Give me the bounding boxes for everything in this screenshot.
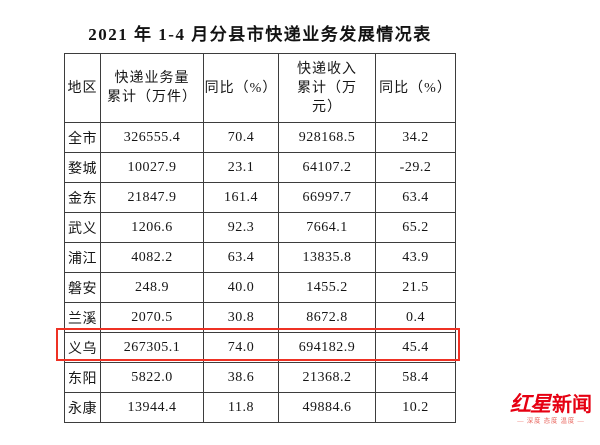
revenue-yoy-cell: 0.4 <box>375 302 456 333</box>
volume-yoy-cell: 23.1 <box>203 152 279 183</box>
col-header-volume: 快递业务量 累计（万件） <box>100 53 204 123</box>
revenue-yoy-cell: -29.2 <box>375 152 456 183</box>
region-cell: 东阳 <box>64 362 101 393</box>
col-header-revenue-yoy: 同比（%） <box>375 53 456 123</box>
revenue-cell: 66997.7 <box>278 182 376 213</box>
revenue-yoy-cell: 45.4 <box>375 332 456 363</box>
region-cell: 武义 <box>64 212 101 243</box>
revenue-yoy-cell: 65.2 <box>375 212 456 243</box>
statistics-table: 地区 快递业务量 累计（万件） 同比（%） 快递收入 累计（万 元） 同比（%）… <box>64 53 456 423</box>
volume-yoy-cell: 92.3 <box>203 212 279 243</box>
volume-cell: 21847.9 <box>100 182 204 213</box>
col-header-revenue: 快递收入 累计（万 元） <box>278 53 376 123</box>
table-row-jindong: 金东 21847.9 161.4 66997.7 63.4 <box>64 182 456 213</box>
volume-yoy-cell: 11.8 <box>203 392 279 423</box>
volume-yoy-cell: 30.8 <box>203 302 279 333</box>
revenue-yoy-cell: 21.5 <box>375 272 456 303</box>
revenue-cell: 694182.9 <box>278 332 376 363</box>
volume-yoy-cell: 38.6 <box>203 362 279 393</box>
logo-tagline: — 深度 态度 温度 — <box>517 417 585 425</box>
volume-cell: 326555.4 <box>100 122 204 153</box>
volume-cell: 4082.2 <box>100 242 204 273</box>
region-cell: 磐安 <box>64 272 101 303</box>
revenue-yoy-cell: 43.9 <box>375 242 456 273</box>
revenue-cell: 21368.2 <box>278 362 376 393</box>
table-row-wuyi: 武义 1206.6 92.3 7664.1 65.2 <box>64 212 456 243</box>
volume-cell: 267305.1 <box>100 332 204 363</box>
region-cell: 浦江 <box>64 242 101 273</box>
region-cell: 金东 <box>64 182 101 213</box>
volume-cell: 10027.9 <box>100 152 204 183</box>
volume-cell: 248.9 <box>100 272 204 303</box>
table-row-panan: 磐安 248.9 40.0 1455.2 21.5 <box>64 272 456 303</box>
table-row-lanxi: 兰溪 2070.5 30.8 8672.8 0.4 <box>64 302 456 333</box>
table-header: 地区 快递业务量 累计（万件） 同比（%） 快递收入 累计（万 元） 同比（%） <box>64 53 456 123</box>
table-row-pujiang: 浦江 4082.2 63.4 13835.8 43.9 <box>64 242 456 273</box>
revenue-cell: 64107.2 <box>278 152 376 183</box>
volume-yoy-cell: 63.4 <box>203 242 279 273</box>
header-row: 地区 快递业务量 累计（万件） 同比（%） 快递收入 累计（万 元） 同比（%） <box>64 53 456 123</box>
table-body: 全市 326555.4 70.4 928168.5 34.2 婺城 10027.… <box>64 122 456 423</box>
volume-yoy-cell: 161.4 <box>203 182 279 213</box>
volume-cell: 5822.0 <box>100 362 204 393</box>
revenue-yoy-cell: 58.4 <box>375 362 456 393</box>
volume-cell: 1206.6 <box>100 212 204 243</box>
region-cell: 兰溪 <box>64 302 101 333</box>
region-cell: 婺城 <box>64 152 101 183</box>
logo-text-xinwen: 新闻 <box>552 394 592 416</box>
logo-brand-text: 红星 新闻 <box>502 392 600 416</box>
table-row-dongyang: 东阳 5822.0 38.6 21368.2 58.4 <box>64 362 456 393</box>
region-cell: 永康 <box>64 392 101 423</box>
redstar-news-logo: 红星 新闻 — 深度 态度 温度 — <box>502 392 600 426</box>
revenue-yoy-cell: 10.2 <box>375 392 456 423</box>
table-row-quanshi: 全市 326555.4 70.4 928168.5 34.2 <box>64 122 456 153</box>
volume-yoy-cell: 70.4 <box>203 122 279 153</box>
table-row-yongkang: 永康 13944.4 11.8 49884.6 10.2 <box>64 392 456 423</box>
volume-cell: 13944.4 <box>100 392 204 423</box>
revenue-yoy-cell: 63.4 <box>375 182 456 213</box>
revenue-cell: 49884.6 <box>278 392 376 423</box>
revenue-cell: 8672.8 <box>278 302 376 333</box>
region-cell: 全市 <box>64 122 101 153</box>
col-header-volume-yoy: 同比（%） <box>203 53 279 123</box>
region-cell: 义乌 <box>64 332 101 363</box>
volume-cell: 2070.5 <box>100 302 204 333</box>
table-row-wucheng: 婺城 10027.9 23.1 64107.2 -29.2 <box>64 152 456 183</box>
revenue-cell: 13835.8 <box>278 242 376 273</box>
revenue-yoy-cell: 34.2 <box>375 122 456 153</box>
table-title: 2021 年 1-4 月分县市快递业务发展情况表 <box>88 25 432 44</box>
logo-text-hongxing: 红星 <box>510 392 551 416</box>
revenue-cell: 1455.2 <box>278 272 376 303</box>
revenue-cell: 7664.1 <box>278 212 376 243</box>
revenue-cell: 928168.5 <box>278 122 376 153</box>
volume-yoy-cell: 40.0 <box>203 272 279 303</box>
table-row-yiwu-highlighted: 义乌 267305.1 74.0 694182.9 45.4 <box>64 332 456 363</box>
col-header-region: 地区 <box>64 53 101 123</box>
volume-yoy-cell: 74.0 <box>203 332 279 363</box>
